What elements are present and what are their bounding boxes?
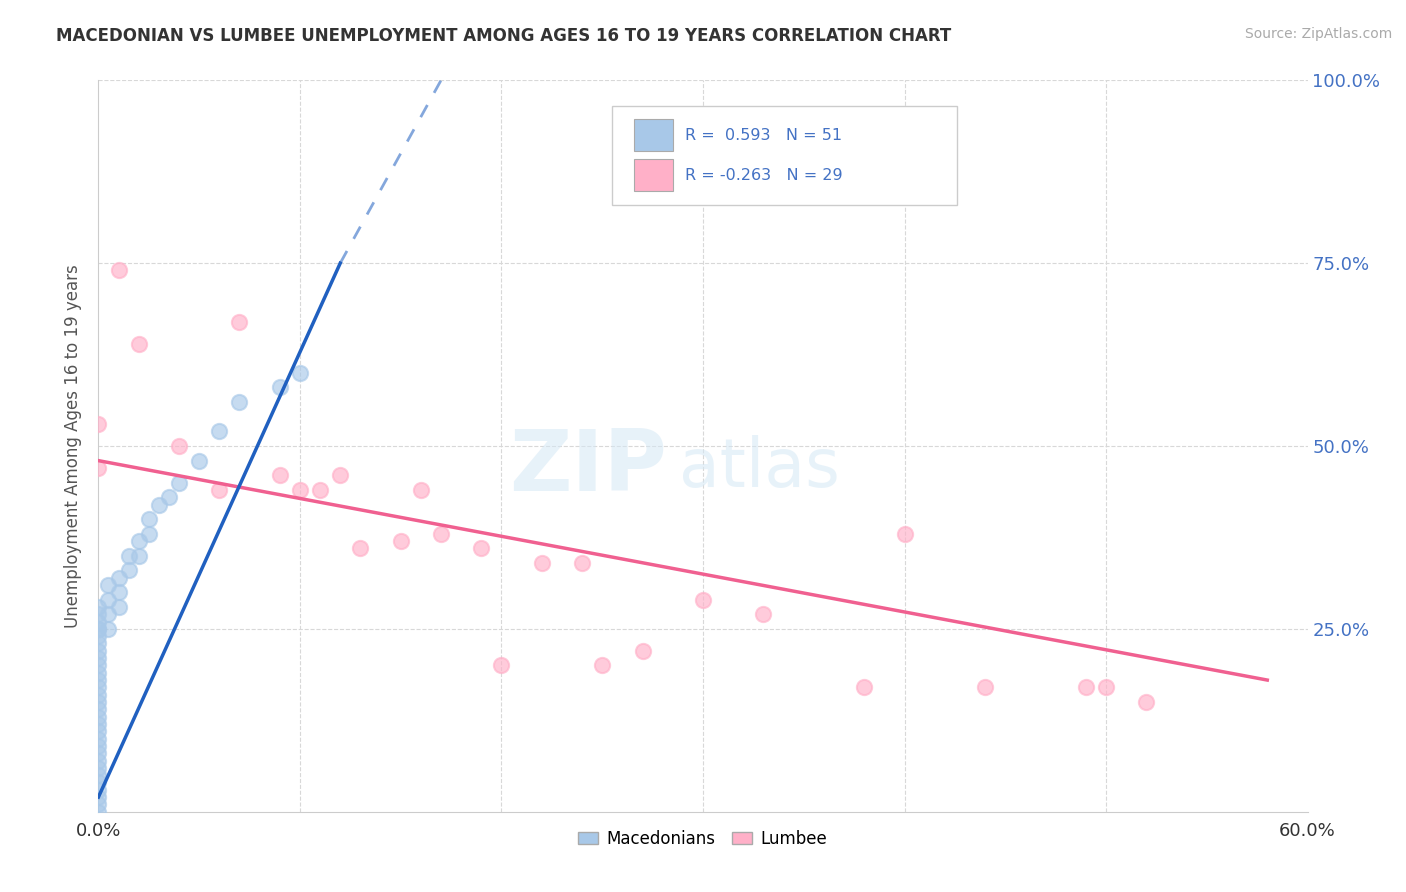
- Point: [107, 571, 129, 585]
- Point: [87, 673, 110, 687]
- Point: [288, 366, 311, 380]
- Point: [128, 336, 150, 351]
- Point: [97, 592, 120, 607]
- Point: [87, 636, 110, 650]
- Point: [107, 263, 129, 277]
- Point: [269, 468, 291, 483]
- Point: [87, 702, 110, 716]
- Point: [87, 782, 110, 797]
- Y-axis label: Unemployment Among Ages 16 to 19 years: Unemployment Among Ages 16 to 19 years: [63, 264, 82, 628]
- Point: [87, 790, 110, 805]
- Point: [97, 622, 120, 636]
- Point: [87, 797, 110, 812]
- Point: [87, 417, 110, 431]
- Point: [269, 380, 291, 394]
- Text: R = -0.263   N = 29: R = -0.263 N = 29: [685, 168, 842, 183]
- Point: [87, 805, 110, 819]
- Point: [87, 761, 110, 775]
- Point: [167, 475, 190, 490]
- FancyBboxPatch shape: [634, 119, 672, 152]
- Point: [87, 746, 110, 760]
- Point: [87, 695, 110, 709]
- Point: [87, 644, 110, 658]
- Point: [87, 599, 110, 614]
- Point: [87, 622, 110, 636]
- Point: [389, 534, 412, 549]
- Point: [87, 461, 110, 475]
- Point: [631, 644, 654, 658]
- FancyBboxPatch shape: [634, 160, 672, 192]
- Point: [228, 315, 250, 329]
- Point: [752, 607, 775, 622]
- Point: [87, 622, 110, 636]
- Point: [470, 541, 492, 556]
- Point: [87, 629, 110, 643]
- Point: [87, 681, 110, 695]
- Point: [974, 681, 997, 695]
- Text: Source: ZipAtlas.com: Source: ZipAtlas.com: [1244, 27, 1392, 41]
- Point: [87, 768, 110, 782]
- Point: [138, 526, 160, 541]
- Text: ZIP: ZIP: [509, 426, 666, 509]
- Point: [188, 453, 211, 467]
- Point: [1095, 681, 1118, 695]
- Point: [148, 498, 170, 512]
- Point: [430, 526, 453, 541]
- Point: [893, 526, 915, 541]
- Point: [1074, 681, 1097, 695]
- Point: [97, 578, 120, 592]
- Point: [118, 563, 141, 577]
- Text: atlas: atlas: [679, 435, 839, 501]
- Point: [128, 549, 150, 563]
- Point: [853, 681, 876, 695]
- Point: [87, 688, 110, 702]
- Point: [97, 607, 120, 622]
- Point: [157, 490, 180, 504]
- Point: [571, 556, 593, 570]
- Point: [87, 615, 110, 629]
- Point: [530, 556, 553, 570]
- Point: [309, 483, 332, 497]
- FancyBboxPatch shape: [613, 106, 957, 204]
- Point: [491, 658, 513, 673]
- Point: [87, 709, 110, 723]
- Point: [87, 739, 110, 753]
- Point: [118, 549, 141, 563]
- Point: [1135, 695, 1157, 709]
- Point: [107, 585, 129, 599]
- Point: [107, 599, 129, 614]
- Point: [591, 658, 613, 673]
- Point: [87, 775, 110, 789]
- Point: [87, 651, 110, 665]
- Point: [128, 534, 150, 549]
- Point: [87, 754, 110, 768]
- Point: [138, 512, 160, 526]
- Legend: Macedonians, Lumbee: Macedonians, Lumbee: [572, 823, 834, 855]
- Point: [87, 607, 110, 622]
- Point: [87, 658, 110, 673]
- Point: [692, 592, 714, 607]
- Point: [349, 541, 371, 556]
- Point: [208, 483, 231, 497]
- Text: R =  0.593   N = 51: R = 0.593 N = 51: [685, 128, 842, 143]
- Point: [87, 717, 110, 731]
- Point: [87, 665, 110, 680]
- Point: [87, 731, 110, 746]
- Point: [87, 724, 110, 739]
- Point: [208, 425, 231, 439]
- Point: [167, 439, 190, 453]
- Point: [329, 468, 352, 483]
- Point: [288, 483, 311, 497]
- Point: [228, 395, 250, 409]
- Point: [409, 483, 432, 497]
- Text: MACEDONIAN VS LUMBEE UNEMPLOYMENT AMONG AGES 16 TO 19 YEARS CORRELATION CHART: MACEDONIAN VS LUMBEE UNEMPLOYMENT AMONG …: [56, 27, 952, 45]
